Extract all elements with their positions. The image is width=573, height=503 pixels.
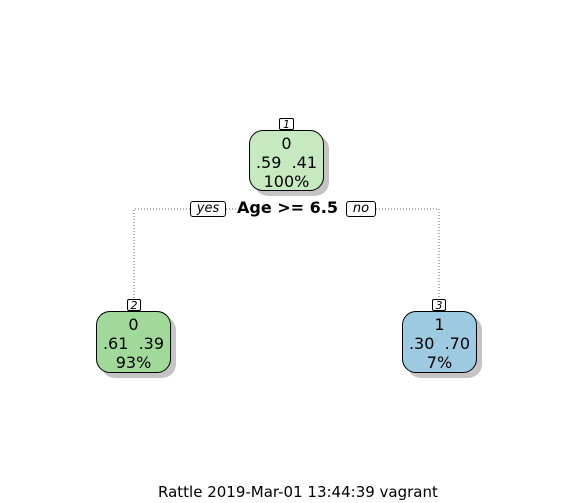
node-leaf-left-class: 0 (128, 315, 139, 334)
node-leaf-right-class: 1 (434, 315, 445, 334)
edge-yes (133, 208, 190, 298)
yes-label: yes (190, 201, 226, 217)
node-leaf-left-probs: .61 .39 (102, 334, 165, 353)
caption: Rattle 2019-Mar-01 13:44:39 vagrant (158, 483, 438, 501)
node-leaf-right: 1 .30 .70 7% (402, 311, 477, 373)
node-number-3: 3 (432, 299, 446, 311)
node-root: 0 .59 .41 100% (249, 130, 324, 191)
no-label: no (346, 201, 376, 217)
node-leaf-right-probs: .30 .70 (408, 334, 471, 353)
node-root-class: 0 (281, 134, 292, 153)
node-leaf-left: 0 .61 .39 93% (96, 311, 171, 373)
node-number-1: 1 (279, 118, 294, 130)
node-number-2: 2 (127, 299, 141, 311)
node-leaf-right-percent: 7% (426, 353, 453, 372)
node-root-percent: 100% (263, 172, 310, 191)
node-root-probs: .59 .41 (255, 153, 318, 172)
edge-no (376, 208, 440, 298)
split-condition: Age >= 6.5 (237, 198, 338, 217)
node-leaf-left-percent: 93% (115, 353, 152, 372)
